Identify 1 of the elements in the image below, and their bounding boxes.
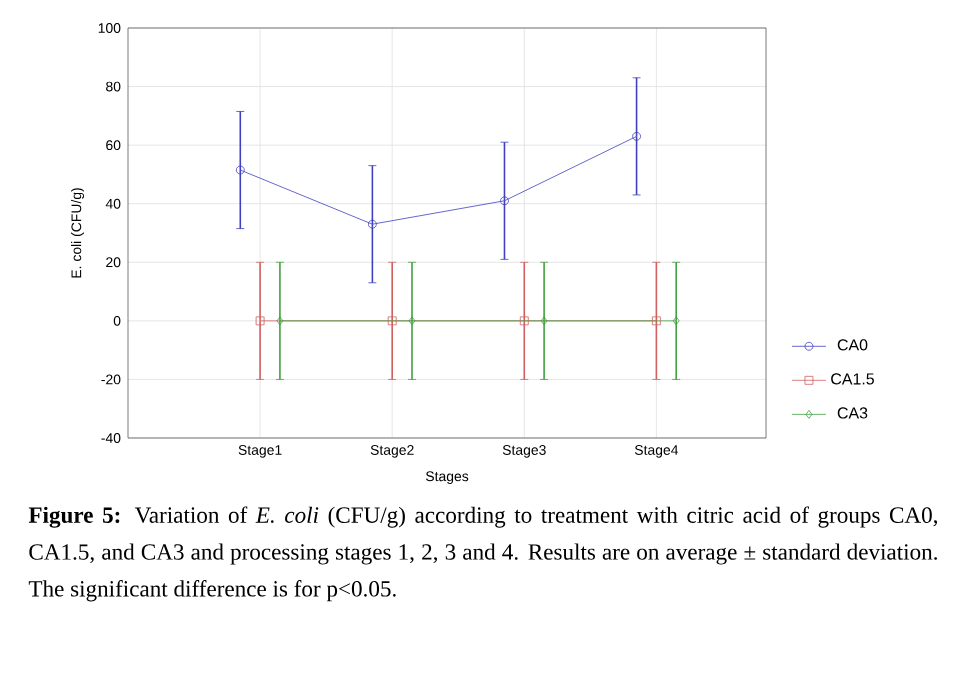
text: Figure 5: Variation of E. coli (CFU/g) according to treatment with citric acid of groups CA0, CA1.5, and CA3 and processing stages 1, 2, 3 and 4. Results are on average ± standard deviation. The significant difference is for p<0.05.: [28, 506, 937, 602]
